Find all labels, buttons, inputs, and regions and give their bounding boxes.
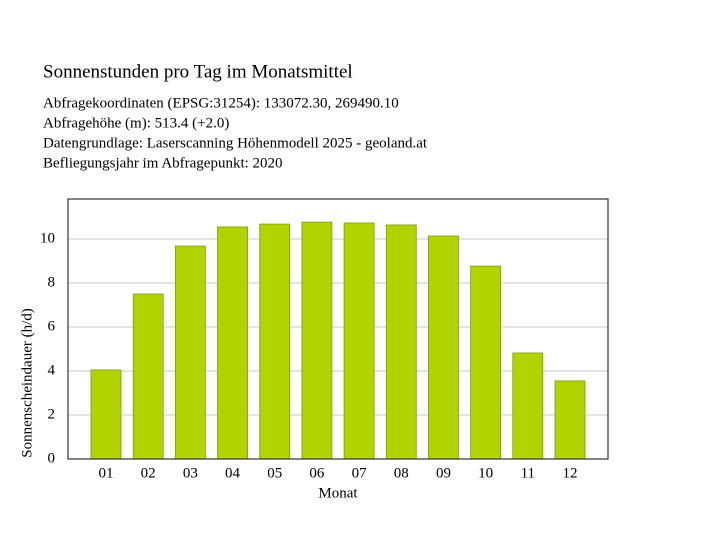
bar — [301, 221, 333, 460]
bar — [174, 245, 206, 460]
x-tick-label: 01 — [99, 465, 114, 481]
bar — [428, 235, 459, 460]
y-tick-label: 0 — [48, 450, 56, 466]
y-tick-label: 10 — [40, 230, 55, 246]
x-tick-label: 10 — [478, 465, 493, 481]
x-tick-label: 02 — [141, 465, 156, 481]
x-tick-label: 06 — [309, 465, 325, 481]
chart-title: Sonnenstunden pro Tag im Monatsmittel — [43, 61, 353, 82]
bar — [259, 223, 291, 460]
x-axis-label: Monat — [318, 485, 358, 501]
x-tick-label: 03 — [183, 465, 198, 481]
y-tick-label: 4 — [48, 362, 56, 378]
x-tick-label: 07 — [352, 465, 368, 481]
plot-frame — [67, 198, 609, 460]
bar — [470, 265, 502, 460]
bar — [217, 226, 248, 460]
bar — [343, 222, 375, 460]
y-tick-label: 6 — [48, 318, 56, 334]
x-tick-label: 05 — [267, 465, 282, 481]
x-tick-label: 09 — [436, 465, 451, 481]
y-axis-label: Sonnenscheindauer (h/d) — [19, 308, 35, 458]
bar — [554, 380, 586, 460]
bar — [385, 224, 417, 460]
subtitle: Datengrundlage: Laserscanning Höhenmodel… — [43, 135, 428, 151]
x-tick-label: 12 — [563, 465, 578, 481]
x-tick-label: 08 — [394, 465, 409, 481]
bar — [132, 293, 164, 460]
y-tick-label: 2 — [48, 406, 56, 422]
subtitle: Abfragehöhe (m): 513.4 (+2.0) — [43, 115, 229, 131]
bar — [90, 369, 122, 460]
y-tick-label: 8 — [48, 274, 56, 290]
bar — [512, 352, 544, 460]
x-tick-label: 04 — [225, 465, 241, 481]
subtitle: Befliegungsjahr im Abfragepunkt: 2020 — [43, 155, 283, 171]
subtitle: Abfragekoordinaten (EPSG:31254): 133072.… — [43, 95, 399, 111]
x-tick-label: 11 — [521, 465, 535, 481]
